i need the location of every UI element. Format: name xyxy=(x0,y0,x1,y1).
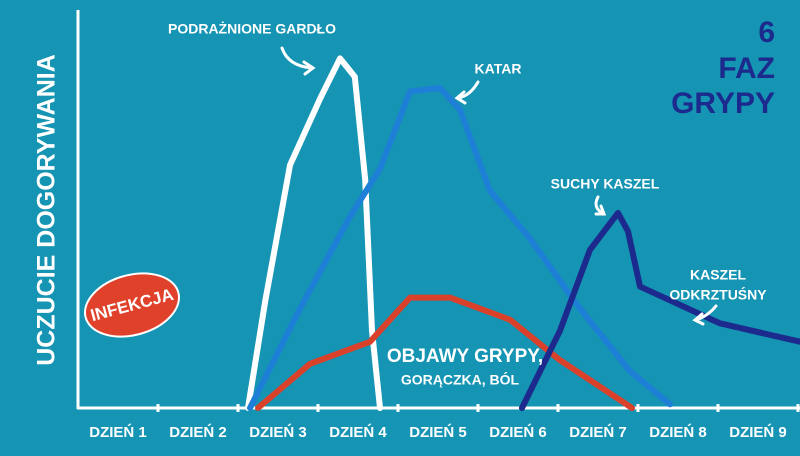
title-line: GRYPY xyxy=(671,87,775,120)
series-label: PODRAŻNIONE GARDŁO xyxy=(168,21,336,37)
x-tick-label: DZIEŃ 7 xyxy=(569,424,627,441)
series-label: KATAR xyxy=(475,61,522,77)
x-tick-label: DZIEŃ 5 xyxy=(409,424,467,441)
x-tick-label: DZIEŃ 1 xyxy=(89,424,147,441)
x-tick-label: DZIEŃ 8 xyxy=(649,424,707,441)
arrow xyxy=(594,195,607,216)
title-line: 6 xyxy=(758,16,775,49)
x-tick-label: DZIEŃ 4 xyxy=(329,424,387,441)
x-tick-label: DZIEŃ 6 xyxy=(489,424,547,441)
annotation: ODKRZTUŚNY xyxy=(669,286,767,303)
series-label: SUCHY KASZEL xyxy=(551,176,660,192)
x-tick-label: DZIEŃ 2 xyxy=(169,424,227,441)
arrow xyxy=(692,304,718,326)
badge xyxy=(83,272,181,338)
series-label: OBJAWY GRYPY, xyxy=(387,346,543,367)
x-tick-label: DZIEŃ 3 xyxy=(249,424,307,441)
series-line xyxy=(245,55,383,411)
title-line: FAZ xyxy=(718,52,775,85)
arrow xyxy=(280,46,316,76)
x-tick-label: DZIEŃ 9 xyxy=(729,424,787,441)
series-line xyxy=(519,209,800,411)
infection-badge: INFEKCJA xyxy=(83,272,181,338)
series-line xyxy=(247,84,673,411)
y-axis-label: UCZUCIE DOGORYWANIA xyxy=(33,54,61,366)
annotation: GORĄCZKA, BÓL xyxy=(401,371,520,388)
arrow xyxy=(454,80,480,105)
annotation: KASZEL xyxy=(690,267,746,283)
